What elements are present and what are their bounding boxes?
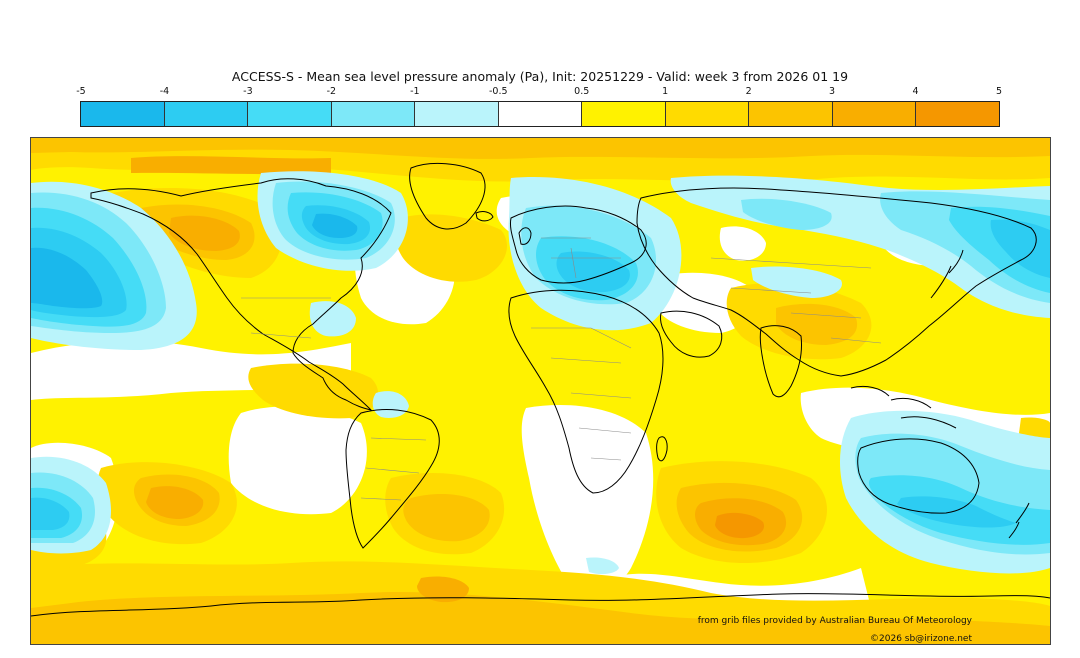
colorbar-swatch [415, 102, 499, 126]
colorbar-swatch [331, 102, 416, 126]
colorbar-tick-label: -3 [243, 86, 253, 97]
colorbar-tick-label: -2 [326, 86, 337, 97]
colorbar-swatch [832, 102, 917, 126]
colorbar-legend [80, 101, 1000, 127]
colorbar-tick-label: 5 [995, 86, 1003, 97]
colorbar-swatch [582, 102, 666, 126]
colorbar-tick-label: -1 [410, 86, 420, 97]
data-source-credit: from grib files provided by Australian B… [697, 616, 972, 626]
positive-anomaly-4 [715, 512, 765, 539]
copyright-notice: ©2026 sb@irizone.net [870, 634, 972, 644]
colorbar-swatch [916, 102, 1000, 126]
colorbar-swatch [498, 102, 583, 126]
colorbar-swatch [248, 102, 332, 126]
world-map [30, 137, 1051, 645]
coastlines [31, 163, 1050, 617]
negative-anomaly-5 [31, 213, 358, 309]
anomaly-map-svg [31, 138, 1050, 644]
colorbar-tick-label: 1 [662, 86, 669, 97]
colorbar-tick-label: 3 [829, 86, 836, 97]
colorbar-tick-label: -0.5 [488, 86, 508, 97]
colorbar-tick-label: 2 [745, 86, 752, 97]
colorbar-swatch [81, 102, 165, 126]
colorbar-tick-labels: -5 -4 -3 -2 -1 -0.5 0.5 1 2 3 4 5 [0, 86, 1080, 98]
colorbar-swatch [749, 102, 833, 126]
colorbar-swatch [665, 102, 750, 126]
colorbar-swatch [164, 102, 249, 126]
colorbar-tick-label: 4 [912, 86, 919, 97]
chart-title: ACCESS-S - Mean sea level pressure anoma… [231, 69, 849, 84]
country-borders [241, 237, 882, 501]
colorbar-tick-label: -5 [76, 86, 86, 97]
colorbar-tick-label: -4 [159, 86, 170, 97]
colorbar-tick-label: 0.5 [574, 86, 590, 97]
